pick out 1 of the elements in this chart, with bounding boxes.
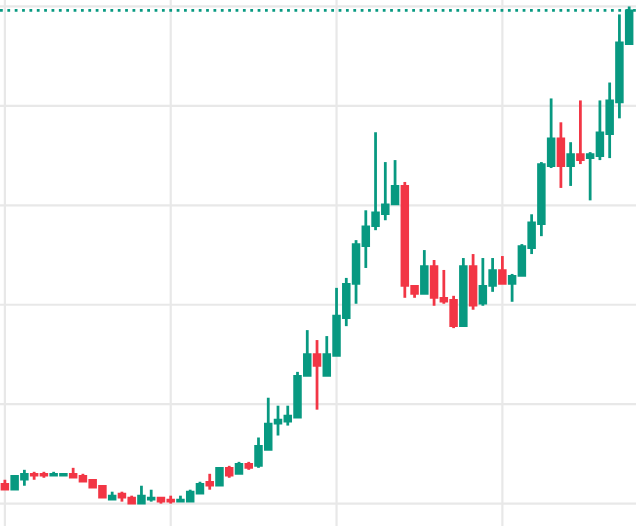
- candlestick: [215, 466, 224, 487]
